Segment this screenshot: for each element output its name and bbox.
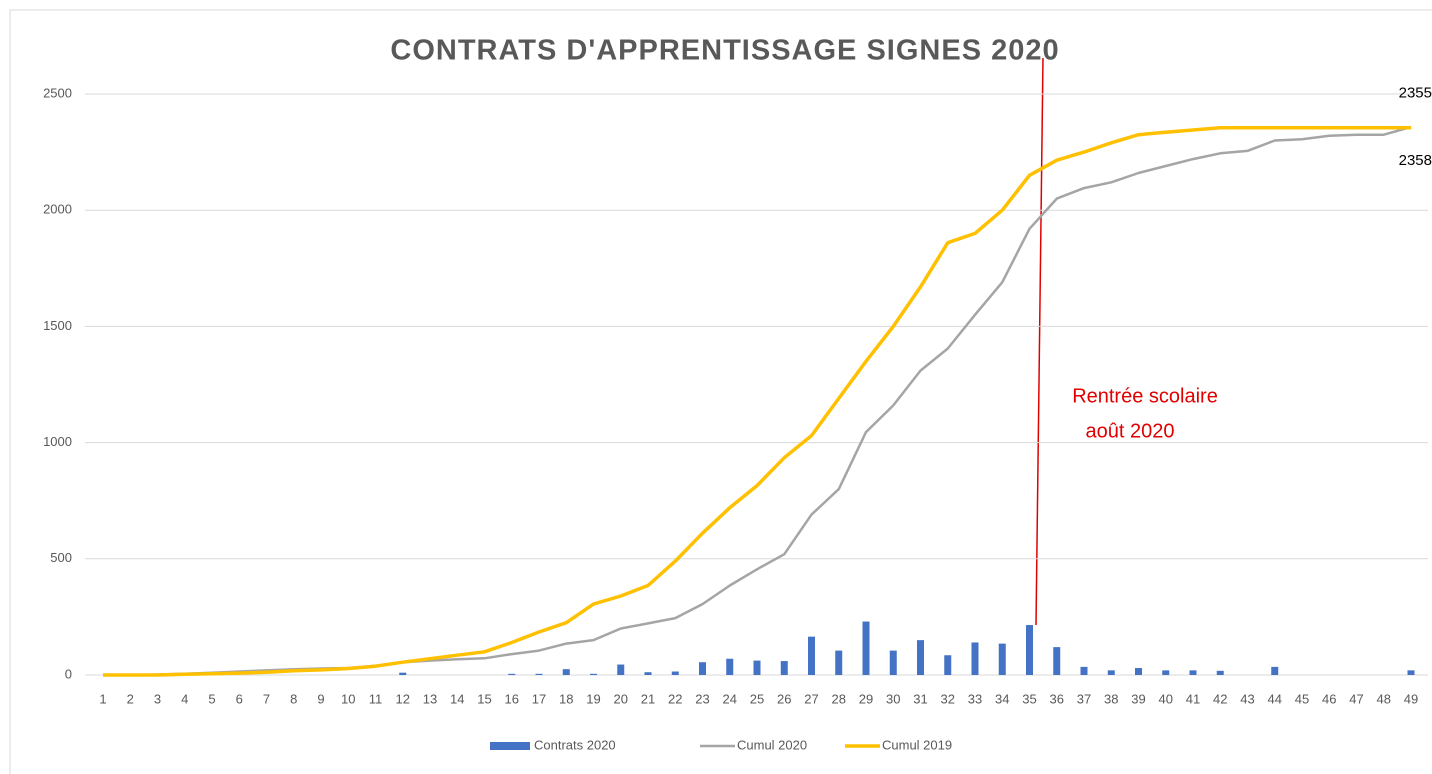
x-tick-label: 36 xyxy=(1050,691,1064,706)
x-tick-label: 12 xyxy=(396,691,410,706)
bar xyxy=(835,650,843,675)
x-tick-label: 47 xyxy=(1349,691,1363,706)
x-tick-label: 34 xyxy=(995,691,1009,706)
x-tick-label: 4 xyxy=(181,691,188,706)
bar xyxy=(780,661,788,675)
bar xyxy=(562,669,570,675)
x-tick-label: 19 xyxy=(586,691,600,706)
x-tick-label: 26 xyxy=(777,691,791,706)
bar xyxy=(617,664,625,675)
annotation: Rentrée scolaire xyxy=(1072,385,1218,407)
legend-label: Cumul 2020 xyxy=(737,737,807,752)
y-tick-label: 500 xyxy=(50,550,72,565)
bar xyxy=(1216,670,1224,675)
bar xyxy=(1026,625,1033,675)
x-tick-label: 38 xyxy=(1104,691,1118,706)
x-tick-label: 13 xyxy=(423,691,437,706)
x-tick-label: 8 xyxy=(290,691,297,706)
bar xyxy=(1189,670,1197,675)
x-tick-label: 46 xyxy=(1322,691,1336,706)
y-tick-label: 2000 xyxy=(43,202,72,217)
x-tick-label: 40 xyxy=(1159,691,1173,706)
x-tick-label: 43 xyxy=(1240,691,1254,706)
legend-label: Cumul 2019 xyxy=(882,737,952,752)
legend-label: Contrats 2020 xyxy=(534,737,616,752)
x-tick-label: 11 xyxy=(369,691,383,706)
bar xyxy=(1107,670,1115,675)
x-tick-label: 48 xyxy=(1377,691,1391,706)
bar xyxy=(998,643,1006,675)
x-tick-label: 33 xyxy=(968,691,982,706)
bar xyxy=(1271,666,1279,675)
data-label: 2358 xyxy=(1399,152,1432,169)
y-tick-label: 2500 xyxy=(43,85,72,100)
x-tick-label: 39 xyxy=(1131,691,1145,706)
bar xyxy=(808,636,815,675)
x-tick-label: 23 xyxy=(695,691,709,706)
y-tick-label: 1500 xyxy=(43,318,72,333)
bar xyxy=(535,673,543,675)
annotation-line xyxy=(1035,57,1044,626)
x-tick-label: 37 xyxy=(1077,691,1091,706)
x-tick-label: 41 xyxy=(1186,691,1200,706)
bar xyxy=(399,672,407,675)
x-tick-label: 28 xyxy=(832,691,846,706)
line xyxy=(103,125,1411,677)
bar xyxy=(1162,670,1170,675)
x-tick-label: 16 xyxy=(505,691,519,706)
annotation: août 2020 xyxy=(1086,420,1175,442)
x-tick-label: 7 xyxy=(263,691,270,706)
x-tick-label: 30 xyxy=(886,691,900,706)
chart-frame xyxy=(9,9,1432,774)
legend-swatch xyxy=(490,742,530,750)
grid xyxy=(85,93,1428,676)
bar xyxy=(1053,647,1061,675)
x-tick-label: 9 xyxy=(317,691,324,706)
x-tick-label: 18 xyxy=(559,691,573,706)
x-tick-label: 20 xyxy=(614,691,628,706)
x-tick-label: 44 xyxy=(1268,691,1282,706)
x-tick-label: 25 xyxy=(750,691,764,706)
bar xyxy=(971,642,979,675)
bar xyxy=(726,658,734,675)
bar xyxy=(1407,670,1415,675)
x-tick-label: 45 xyxy=(1295,691,1309,706)
x-tick-label: 21 xyxy=(641,691,655,706)
x-tick-label: 24 xyxy=(723,691,737,706)
x-tick-label: 10 xyxy=(341,691,355,706)
x-tick-label: 27 xyxy=(804,691,818,706)
bar xyxy=(917,640,924,675)
y-tick-label: 1000 xyxy=(43,434,72,449)
x-tick-label: 29 xyxy=(859,691,873,706)
x-tick-label: 1 xyxy=(99,691,106,706)
bar xyxy=(1080,666,1088,675)
bar xyxy=(644,672,652,675)
bar xyxy=(508,673,516,675)
x-tick-label: 5 xyxy=(208,691,215,706)
x-tick-label: 15 xyxy=(477,691,491,706)
bar xyxy=(671,671,679,675)
x-tick-label: 6 xyxy=(236,691,243,706)
x-tick-label: 3 xyxy=(154,691,161,706)
bar xyxy=(753,660,761,675)
x-tick-label: 2 xyxy=(127,691,134,706)
bar xyxy=(862,621,870,675)
chart-title: CONTRATS D'APPRENTISSAGE SIGNES 2020 xyxy=(390,35,1059,67)
x-tick-label: 22 xyxy=(668,691,682,706)
x-tick-label: 42 xyxy=(1213,691,1227,706)
x-tick-label: 32 xyxy=(941,691,955,706)
bar xyxy=(1135,668,1142,675)
y-tick-label: 0 xyxy=(65,666,72,681)
x-tick-label: 49 xyxy=(1404,691,1418,706)
bar xyxy=(590,673,597,675)
x-tick-label: 35 xyxy=(1022,691,1036,706)
bar xyxy=(699,662,706,675)
data-label: 2355 xyxy=(1399,85,1432,102)
x-tick-label: 14 xyxy=(450,691,464,706)
bar xyxy=(889,650,897,675)
x-tick-label: 31 xyxy=(913,691,927,706)
bar xyxy=(944,655,952,675)
x-tick-label: 17 xyxy=(532,691,546,706)
